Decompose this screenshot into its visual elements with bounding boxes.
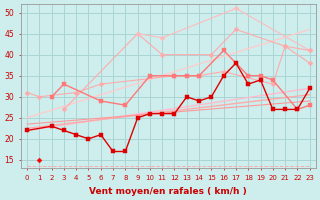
- X-axis label: Vent moyen/en rafales ( km/h ): Vent moyen/en rafales ( km/h ): [90, 187, 247, 196]
